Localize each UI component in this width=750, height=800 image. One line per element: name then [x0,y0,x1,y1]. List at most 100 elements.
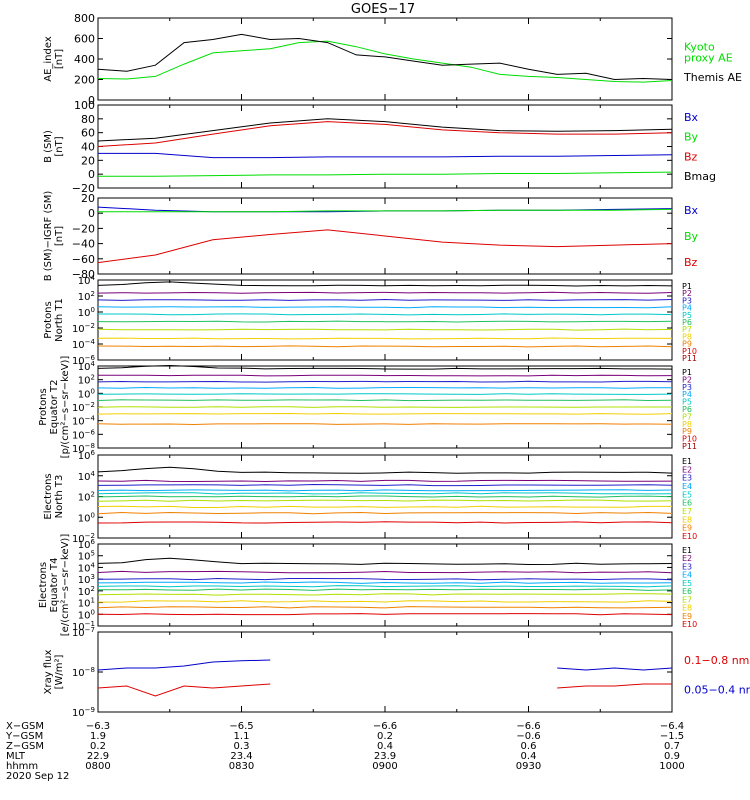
panel-4-legend-8: P9 [682,427,692,436]
xaxis-row-label: MLT [6,751,26,762]
panel-6-legend-7: E8 [682,604,692,613]
xaxis-value: −6.6 [516,721,540,732]
panel-2-ylabel: B (SM)−IGRF (SM)[nT] [43,191,65,282]
xaxis-value: 0830 [229,761,254,772]
panel-4-legend-2: P3 [682,383,692,392]
panel-5-channel-6 [97,495,673,498]
panel-3-ytick-label: 10−2 [72,322,95,335]
panel-3-channel-6 [97,320,673,323]
panel-5-legend-8: E9 [682,524,692,533]
panel-7-legend-0: 0.1−0.8 nm [684,654,749,667]
xaxis-value: 0.9 [664,751,680,762]
xaxis-row-label: Z−GSM [6,741,44,752]
panel-5-legend-4: E5 [682,490,692,499]
panel-4-legend-3: P4 [682,390,692,399]
panel-1-legend-0: Bx [684,111,699,124]
panel-6-channel-3 [97,577,673,581]
panel-4-ytick-label: 10−2 [72,401,95,414]
panel-3-ytick-label: 104 [78,274,96,287]
panel-6-legend-2: E3 [682,562,692,571]
panel-6-channel-1 [97,557,673,566]
panel-2-legend-1: By [684,230,699,243]
xaxis-value: 23.9 [374,751,396,762]
panel-5-ytick-label: 10−2 [72,532,95,545]
xaxis-value: 22.9 [87,751,109,762]
panel-0-frame [97,17,673,101]
panel-3-ytick-label: 10−4 [72,338,96,351]
panel-4-channel-7 [97,406,672,408]
xaxis-value: 0.4 [377,741,393,752]
panel-4-ylabel: ProtonsEquator T2[p/(cm²−s−sr−keV)] [38,356,71,459]
panel-4: 10−810−610−410−2100102104ProtonsEquator … [38,356,697,459]
panel-2-series-1 [98,208,673,213]
panel-6-legend-9: E10 [682,620,697,629]
panel-0-ytick-label: 600 [74,33,95,46]
panel-3-legend-6: P7 [682,325,692,334]
panel-6-channel-4 [97,581,673,584]
xaxis-value: 0930 [516,761,541,772]
panel-0-ytick-label: 0 [88,94,95,107]
panel-1-ytick-label: 20 [81,154,95,167]
panel-5-channel-9 [97,511,673,515]
panel-3-channel-3 [97,298,673,301]
panel-6-legend-0: E1 [682,546,692,555]
panel-3-channel-7 [97,328,673,331]
panel-6-channel-9 [97,606,673,609]
xaxis-value: 0.7 [664,741,680,752]
panel-2: −80 −60 −40 −20 0 20 B (SM)−IGRF (SM)[nT] Bx By B… [43,191,699,282]
panel-5-channel-2 [97,479,673,483]
panel-5-legend-1: E2 [682,465,692,474]
panel-4-ytick-label: 102 [78,374,95,387]
panel-5-ytick-label: 106 [78,449,96,462]
panel-3-legend-10: P11 [682,354,697,363]
panel-3: 10−6 10−4 10−2 100 102 104 ProtonsNorth T1 P1P2… [43,274,697,367]
panel-6-channel-2 [97,570,673,574]
panel-3-ytick-label: 100 [78,306,95,319]
panel-4-ytick-label: 10−4 [72,415,96,428]
panel-6-ytick-label: 104 [78,561,96,574]
xaxis-value: −6.6 [373,721,397,732]
xaxis-value: −6.3 [86,721,110,732]
panel-5-legend-2: E3 [682,474,692,483]
panel-6-ytick-label: 105 [78,550,95,563]
panel-6-legend-3: E4 [682,571,692,580]
panel-6-ytick-label: 106 [78,538,96,551]
panel-4-ytick-label: 104 [78,360,96,373]
panel-1-ytick-label: 100 [74,99,95,112]
panel-3-ytick-label: 10−6 [72,354,96,367]
panel-4-legend-9: P10 [682,435,697,444]
panel-7-frame [97,631,673,713]
panel-6-channel-5 [97,585,673,588]
panel-6-legend-6: E7 [682,595,692,604]
panel-7-ytick-label: 10−9 [72,706,95,719]
panel-5-legend-9: E10 [682,532,697,541]
panel-2-ytick-label: −40 [72,238,95,251]
xaxis-value: −6.5 [229,721,253,732]
xaxis-value: 1.9 [90,731,106,742]
panel-4-legend-6: P7 [682,412,692,421]
xaxis-row-label: X−GSM [6,721,44,732]
panel-3-legend-9: P10 [682,347,697,356]
panel-2-ytick-label: 20 [81,192,95,205]
panel-6-ytick-label: 100 [78,608,95,621]
panel-7-ytick-label: 10−8 [72,666,95,679]
panel-5-legend-6: E7 [682,507,692,516]
panel-3-legend-5: P6 [682,318,692,327]
panel-1-series-1 [98,171,673,177]
panel-7-ytick-label: 10−7 [72,626,95,639]
panel-3-legend-1: P2 [682,289,692,298]
panel-6-ytick-label: 101 [78,597,95,610]
panel-5-legend-3: E4 [682,482,692,491]
panel-6-legend-4: E5 [682,579,692,588]
panel-4-channel-4 [97,386,672,389]
panel-0-legend-0: Kyoto [684,41,715,54]
xaxis-value: 0900 [372,761,397,772]
xaxis-value: 0.6 [521,741,537,752]
panel-3-legend-7: P8 [682,332,692,341]
panel-3-legend-2: P3 [682,296,692,305]
panel-0-ytick-label: 400 [74,53,95,66]
panel-7-series-1 [97,659,673,671]
panel-4-channel-1 [97,364,673,370]
panel-2-series-2 [97,229,673,264]
